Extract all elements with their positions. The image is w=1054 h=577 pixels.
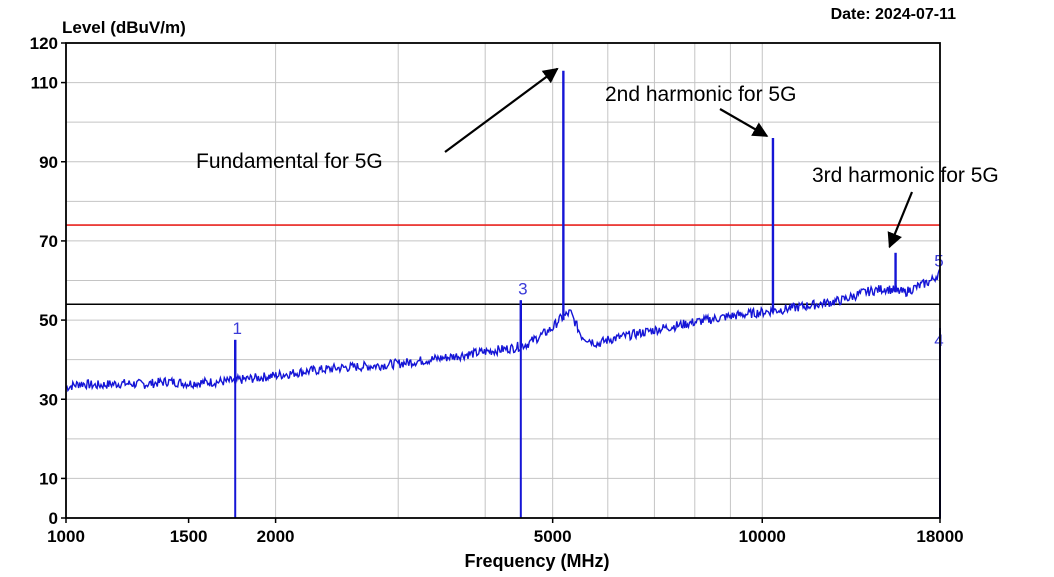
x-tick-label: 5000	[534, 527, 572, 546]
x-tick-label: 1000	[47, 527, 85, 546]
annotation-arrow	[444, 67, 559, 153]
y-tick-label: 120	[30, 34, 58, 53]
annotation-arrow	[719, 108, 769, 137]
x-tick-label: 2000	[257, 527, 295, 546]
annotation-label: 2nd harmonic for 5G	[605, 83, 796, 106]
marker-label-5: 5	[934, 252, 943, 271]
y-axis-label: Level (dBuV/m)	[62, 18, 186, 37]
y-tick-label: 50	[39, 311, 58, 330]
annotation-label: 3rd harmonic for 5G	[812, 164, 999, 187]
y-tick-label: 90	[39, 153, 58, 172]
date-label: Date: 2024-07-11	[830, 6, 956, 23]
marker-label-1: 1	[232, 319, 241, 338]
y-tick-label: 10	[39, 469, 58, 488]
x-axis-label: Frequency (MHz)	[464, 551, 610, 571]
x-tick-label: 10000	[739, 527, 786, 546]
y-tick-label: 70	[39, 232, 58, 251]
marker-label-3: 3	[518, 279, 527, 298]
marker-label-4: 4	[934, 331, 943, 350]
annotation-arrow	[887, 191, 914, 249]
y-tick-label: 30	[39, 390, 58, 409]
y-tick-label: 110	[31, 74, 58, 93]
plot-frame	[65, 42, 941, 519]
series-trace	[65, 268, 941, 393]
x-tick-label: 1500	[170, 527, 208, 546]
x-tick-label: 18000	[916, 527, 963, 546]
annotation-label: Fundamental for 5G	[196, 150, 383, 173]
y-tick-label: 0	[49, 509, 58, 528]
